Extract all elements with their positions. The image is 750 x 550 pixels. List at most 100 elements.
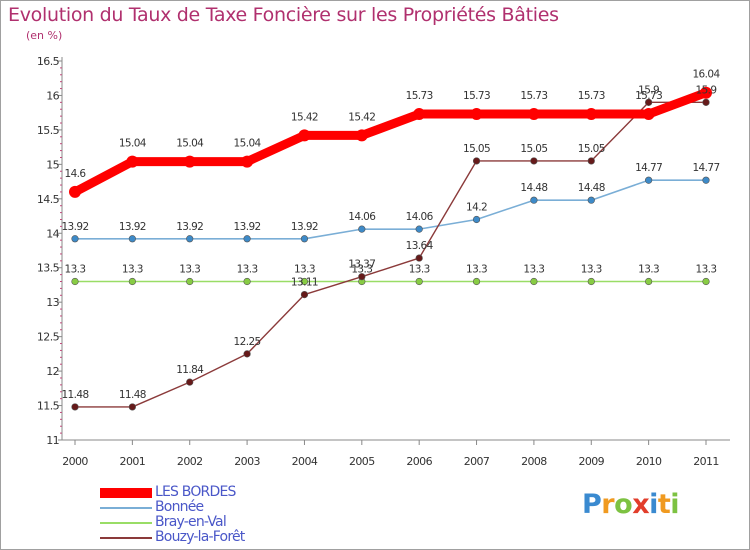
data-label-bonnee: 14.06 <box>406 211 434 223</box>
data-point-bray-en-val <box>645 277 653 286</box>
legend-swatch-bouzy-la-foret <box>100 536 152 539</box>
x-tick-label: 2001 <box>120 455 146 468</box>
chart-subtitle: (en %) <box>26 29 63 42</box>
data-point-bonnee <box>530 196 538 204</box>
data-label-bouzy-la-foret: 15.9 <box>696 84 717 96</box>
data-label-les-bordes: 15.04 <box>176 138 204 150</box>
x-tick-label: 2000 <box>62 455 88 468</box>
data-label-les-bordes: 15.73 <box>635 90 662 102</box>
data-point-bray-en-val <box>702 277 710 286</box>
data-point-les-bordes <box>413 108 426 121</box>
data-label-bray-en-val: 13.3 <box>581 264 602 276</box>
data-label-les-bordes: 14.6 <box>65 168 87 180</box>
data-point-bouzy-la-foret <box>645 98 653 106</box>
x-tick-label: 2002 <box>177 455 203 468</box>
data-label-bray-en-val: 13.3 <box>179 264 200 276</box>
data-label-bonnee: 13.92 <box>176 221 203 233</box>
y-tick-label: 13 <box>46 296 59 309</box>
data-label-bonnee: 13.92 <box>291 221 318 233</box>
data-point-les-bordes <box>642 108 655 121</box>
data-point-les-bordes <box>527 108 540 121</box>
data-label-les-bordes: 15.73 <box>406 90 433 102</box>
legend-label-bouzy-la-foret: Bouzy-la-Forêt <box>155 529 245 545</box>
data-point-bonnee <box>243 235 251 243</box>
data-label-bray-en-val: 13.3 <box>523 264 544 276</box>
data-point-bonnee <box>702 176 710 184</box>
data-label-les-bordes: 15.42 <box>348 111 375 123</box>
data-label-bouzy-la-foret: 13.11 <box>291 277 318 289</box>
data-label-bonnee: 13.92 <box>119 221 146 233</box>
data-point-les-bordes <box>700 86 712 99</box>
data-label-bray-en-val: 13.3 <box>294 264 315 276</box>
data-point-bonnee <box>645 176 653 184</box>
x-tick-label: 2007 <box>464 455 490 468</box>
data-point-bray-en-val <box>587 277 595 286</box>
data-point-bonnee <box>71 235 79 243</box>
data-point-bouzy-la-foret <box>358 273 366 281</box>
data-label-bray-en-val: 13.3 <box>696 264 717 276</box>
data-point-les-bordes <box>355 129 368 142</box>
legend-label-bonnee: Bonnée <box>155 499 204 515</box>
data-point-les-bordes <box>126 155 139 168</box>
data-label-bouzy-la-foret: 15.9 <box>638 84 659 96</box>
data-label-les-bordes: 15.73 <box>520 90 547 102</box>
data-label-les-bordes: 15.04 <box>119 138 147 150</box>
data-label-bonnee: 14.48 <box>578 182 605 194</box>
data-label-les-bordes: 16.04 <box>692 69 720 81</box>
data-label-bonnee: 13.92 <box>61 221 88 233</box>
chart-title: Evolution du Taux de Taxe Foncière sur l… <box>8 4 559 26</box>
data-point-les-bordes <box>183 155 196 168</box>
legend-swatch-bonnee <box>100 506 152 509</box>
data-label-les-bordes: 15.42 <box>291 111 318 123</box>
data-label-bonnee: 14.77 <box>692 162 719 174</box>
data-point-les-bordes <box>298 129 311 142</box>
data-label-bray-en-val: 13.3 <box>351 264 372 276</box>
legend-label-bray-en-val: Bray-en-Val <box>155 514 227 530</box>
y-tick-label: 11 <box>46 434 59 447</box>
data-label-les-bordes: 15.04 <box>234 138 262 150</box>
data-label-bonnee: 14.77 <box>635 162 662 174</box>
data-point-bray-en-val <box>415 277 423 286</box>
series-line-bonnee <box>74 179 707 240</box>
data-point-bouzy-la-foret <box>186 378 194 386</box>
data-label-bouzy-la-foret: 11.84 <box>176 364 204 376</box>
data-point-bray-en-val <box>472 277 481 286</box>
data-point-bonnee <box>358 225 366 233</box>
data-point-bouzy-la-foret <box>472 157 481 165</box>
data-point-bonnee <box>415 225 423 233</box>
data-label-bray-en-val: 13.3 <box>237 264 258 276</box>
y-tick-label: 12 <box>46 365 59 378</box>
series-line-bouzy-la-foret <box>74 101 707 408</box>
data-label-bray-en-val: 13.3 <box>638 264 659 276</box>
y-tick-label: 14 <box>46 227 59 240</box>
data-point-bonnee <box>587 196 595 204</box>
legend-swatch-bray-en-val <box>100 521 152 524</box>
data-label-bray-en-val: 13.3 <box>122 264 143 276</box>
x-tick-label: 2011 <box>693 455 719 468</box>
data-point-les-bordes <box>585 108 598 121</box>
data-label-bonnee: 14.48 <box>520 182 547 194</box>
data-label-bouzy-la-foret: 13.64 <box>406 240 434 252</box>
data-point-les-bordes <box>69 185 81 198</box>
y-tick-label: 15 <box>46 158 59 171</box>
data-label-bray-en-val: 13.3 <box>466 264 487 276</box>
x-tick-label: 2003 <box>234 455 260 468</box>
data-point-bray-en-val <box>243 277 251 286</box>
data-label-les-bordes: 15.73 <box>463 90 490 102</box>
legend-swatch-les-bordes <box>100 487 152 498</box>
data-label-bouzy-la-foret: 11.48 <box>61 389 88 401</box>
data-point-bray-en-val <box>128 277 136 286</box>
data-point-bray-en-val <box>300 277 309 286</box>
data-point-bouzy-la-foret <box>243 350 251 358</box>
data-label-bouzy-la-foret: 15.05 <box>463 143 490 155</box>
series-line-les-bordes <box>70 88 711 197</box>
data-point-bouzy-la-foret <box>71 403 79 411</box>
data-point-bray-en-val <box>530 277 538 286</box>
x-tick-label: 2010 <box>636 455 662 468</box>
data-label-bouzy-la-foret: 13.37 <box>348 259 375 271</box>
data-point-bray-en-val <box>71 277 79 286</box>
data-point-bouzy-la-foret <box>530 157 538 165</box>
x-tick-label: 2009 <box>578 455 604 468</box>
